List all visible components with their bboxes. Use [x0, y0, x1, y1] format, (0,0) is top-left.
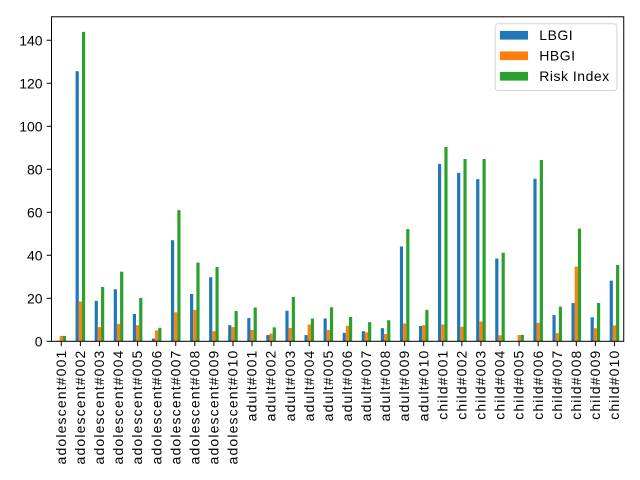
- svg-text:60: 60: [27, 205, 43, 221]
- svg-text:child#009: child#009: [587, 350, 603, 420]
- svg-text:adult#008: adult#008: [377, 350, 393, 422]
- svg-text:adult#001: adult#001: [244, 350, 260, 422]
- svg-text:100: 100: [19, 119, 43, 135]
- svg-text:adult#006: adult#006: [339, 350, 355, 422]
- svg-text:140: 140: [19, 33, 43, 49]
- svg-text:adult#010: adult#010: [415, 350, 431, 422]
- svg-text:child#003: child#003: [473, 350, 489, 420]
- svg-text:adolescent#005: adolescent#005: [129, 350, 145, 465]
- svg-text:HBGI: HBGI: [539, 47, 575, 63]
- svg-text:adolescent#010: adolescent#010: [225, 350, 241, 465]
- svg-text:0: 0: [35, 334, 43, 350]
- svg-text:adolescent#003: adolescent#003: [91, 350, 107, 465]
- svg-text:child#002: child#002: [453, 350, 469, 420]
- svg-text:child#007: child#007: [549, 350, 565, 420]
- svg-text:40: 40: [27, 248, 43, 264]
- svg-text:Risk Index: Risk Index: [539, 68, 609, 84]
- svg-text:adolescent#007: adolescent#007: [167, 350, 183, 465]
- svg-text:adolescent#006: adolescent#006: [148, 350, 164, 465]
- svg-text:LBGI: LBGI: [539, 27, 573, 43]
- svg-text:adult#004: adult#004: [301, 350, 317, 422]
- svg-text:child#001: child#001: [434, 350, 450, 420]
- svg-text:adolescent#009: adolescent#009: [205, 350, 221, 465]
- svg-text:child#005: child#005: [511, 350, 527, 420]
- svg-text:child#008: child#008: [568, 350, 584, 420]
- svg-text:child#006: child#006: [530, 350, 546, 420]
- svg-text:120: 120: [19, 76, 43, 92]
- svg-text:adult#007: adult#007: [358, 350, 374, 422]
- svg-text:80: 80: [27, 162, 43, 178]
- svg-text:child#004: child#004: [492, 350, 508, 420]
- svg-text:child#010: child#010: [606, 350, 622, 420]
- svg-text:adult#002: adult#002: [263, 350, 279, 422]
- svg-text:adolescent#001: adolescent#001: [53, 350, 69, 465]
- svg-text:adolescent#002: adolescent#002: [72, 350, 88, 465]
- svg-text:adolescent#004: adolescent#004: [110, 350, 126, 465]
- svg-text:20: 20: [27, 291, 43, 307]
- svg-text:adult#005: adult#005: [320, 350, 336, 422]
- svg-text:adult#009: adult#009: [396, 350, 412, 422]
- svg-text:adult#003: adult#003: [282, 350, 298, 422]
- svg-text:adolescent#008: adolescent#008: [186, 350, 202, 465]
